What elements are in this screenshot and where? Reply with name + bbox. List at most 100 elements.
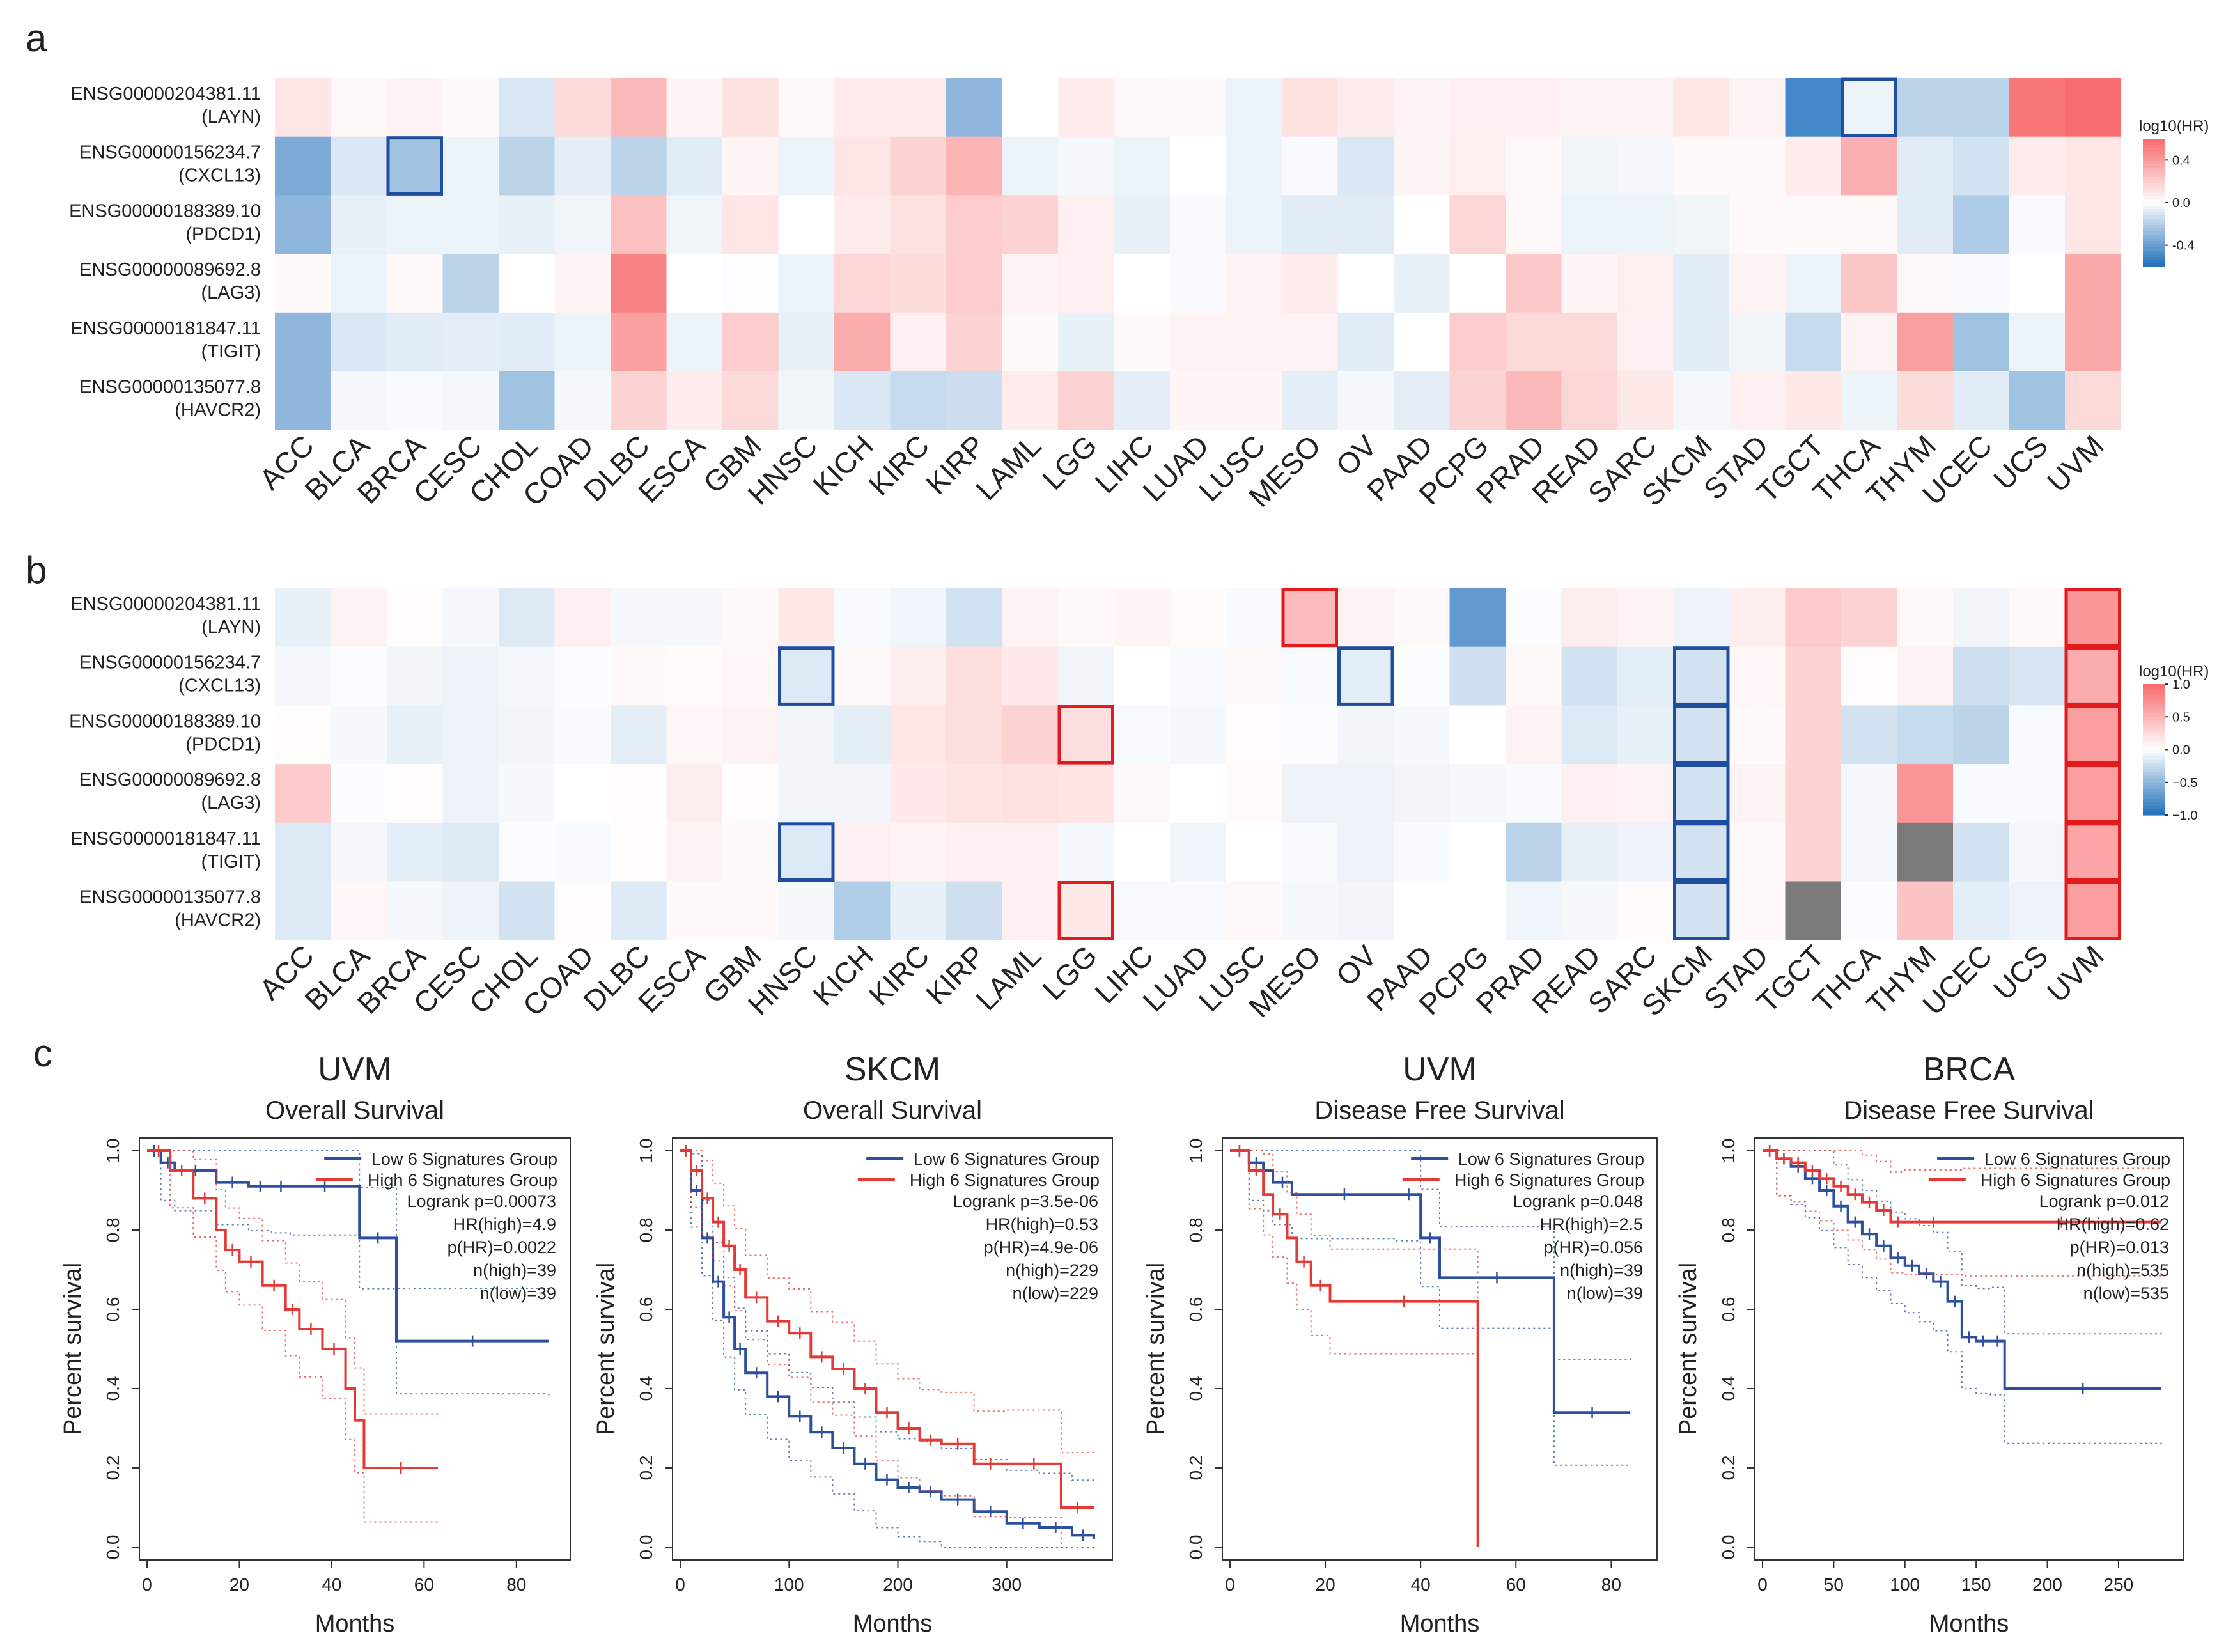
y-tick-label: 0.4 <box>1718 1376 1738 1401</box>
heatmap-cell <box>778 195 835 254</box>
heatmap-cell <box>499 822 555 882</box>
gene-symbol-label: (PDCD1) <box>185 734 261 754</box>
legend-color-step <box>2143 168 2165 171</box>
heatmap-cell <box>387 822 443 882</box>
heatmap-cell <box>1617 136 1674 196</box>
heatmap-cell <box>1449 705 1506 765</box>
heatmap-cell <box>1282 822 1338 882</box>
heatmap-cell <box>442 764 499 823</box>
x-tick-label: 0 <box>1225 1575 1235 1594</box>
heatmap-cell <box>1058 764 1114 823</box>
heatmap-cell <box>1506 881 1562 940</box>
heatmap-cell <box>1561 254 1618 313</box>
heatmap-cell <box>890 764 947 823</box>
heatmap-cell <box>1002 881 1059 940</box>
heatmap-cell <box>1058 705 1114 765</box>
heatmap-cell <box>442 822 499 882</box>
heatmap-cell <box>1114 78 1171 137</box>
significance-box <box>386 136 443 196</box>
x-axis-label: Months <box>853 1610 933 1637</box>
heatmap-cell <box>1337 881 1394 940</box>
heatmap-cell <box>442 705 499 765</box>
heatmap-cell <box>499 646 555 706</box>
heatmap-cell <box>1058 312 1114 371</box>
heatmap-cell <box>1561 822 1618 882</box>
legend-color-step <box>2143 733 2165 737</box>
heatmap-cell <box>1506 136 1562 196</box>
heatmap-cell <box>1785 195 1842 254</box>
x-tick-label: 60 <box>1506 1575 1526 1594</box>
heatmap-cell <box>2009 312 2066 371</box>
heatmap-cell <box>1841 136 1897 196</box>
heatmap-cell <box>275 646 331 706</box>
heatmap-cell <box>666 646 723 706</box>
heatmap-cell <box>1841 195 1897 254</box>
heatmap-cell <box>1449 588 1506 648</box>
heatmap-cell <box>722 136 779 196</box>
cancer-tick-label: KICH <box>806 939 879 1012</box>
heatmap-cell <box>331 764 387 823</box>
heatmap-cell <box>1617 764 1674 823</box>
y-tick-label: 0.2 <box>1718 1456 1738 1481</box>
significance-box <box>2064 763 2121 823</box>
heatmap-cell <box>1449 881 1506 940</box>
y-tick-label: 0.4 <box>103 1376 123 1401</box>
heatmap-cell <box>1002 136 1059 196</box>
heatmap-cell <box>1841 254 1897 313</box>
heatmap-cell <box>2065 78 2121 137</box>
heatmap-cell <box>1058 588 1114 648</box>
heatmap-cell <box>1394 195 1450 254</box>
heatmap-cell <box>1561 881 1618 940</box>
heatmap-cell <box>1282 136 1338 196</box>
legend-color-step <box>2143 700 2165 705</box>
stat-text: n(low)=39 <box>1567 1284 1643 1303</box>
heatmap-cell <box>499 312 555 371</box>
heatmap-cell <box>1953 136 2009 196</box>
heatmap-cell <box>1561 646 1618 706</box>
confidence-band <box>147 1150 550 1396</box>
heatmap-cell <box>275 764 331 823</box>
legend-color-step <box>2143 717 2165 721</box>
legend-color-step <box>2143 706 2165 711</box>
legend-color-step <box>2143 231 2165 235</box>
stat-text: n(high)=535 <box>2076 1261 2169 1280</box>
heatmap-cell <box>331 136 387 196</box>
stat-text: p(HR)=4.9e-06 <box>984 1238 1098 1257</box>
heatmap-cell <box>611 195 667 254</box>
heatmap-cell <box>946 764 1002 823</box>
panel-label-a: a <box>26 17 47 59</box>
heatmap-cell <box>666 78 723 137</box>
heatmap-cell <box>1561 705 1618 765</box>
legend-color-step <box>2143 235 2165 238</box>
y-tick-label: 0.8 <box>1186 1218 1206 1243</box>
heatmap-cell <box>1561 764 1618 823</box>
heatmap-cell <box>1617 705 1674 765</box>
heatmap-cell <box>946 705 1002 765</box>
heatmap-cell <box>1170 764 1226 823</box>
heatmap-cell <box>1673 646 1730 706</box>
heatmap-cell <box>778 588 835 648</box>
heatmap-cell <box>442 371 499 430</box>
heatmap-cell <box>387 705 443 765</box>
plot-frame <box>139 1137 571 1561</box>
legend-title: log10(HR) <box>2139 663 2209 680</box>
y-axis-label: Percent survival <box>59 1263 86 1435</box>
confidence-band <box>1230 1150 1479 1493</box>
gene-symbol-label: (CXCL13) <box>178 676 261 696</box>
heatmap-cell <box>1337 136 1394 196</box>
heatmap-cell <box>1506 312 1562 371</box>
heatmap-cell <box>722 195 779 254</box>
heatmap-cell <box>2065 195 2121 254</box>
heatmap-cell <box>1170 822 1226 882</box>
heatmap-cell <box>1337 646 1394 706</box>
heatmap-cell <box>1953 588 2009 648</box>
heatmap-cell <box>554 822 611 882</box>
legend-color-step <box>2143 187 2165 191</box>
heatmap-cell <box>611 881 667 940</box>
legend-color-step <box>2143 215 2165 219</box>
y-axis-label: Percent survival <box>593 1263 619 1435</box>
heatmap-cell <box>1897 646 1954 706</box>
y-axis-label: Percent survival <box>1675 1263 1702 1435</box>
legend-color-step <box>2143 763 2165 767</box>
legend-entry: High 6 Signatures Group <box>368 1171 557 1190</box>
